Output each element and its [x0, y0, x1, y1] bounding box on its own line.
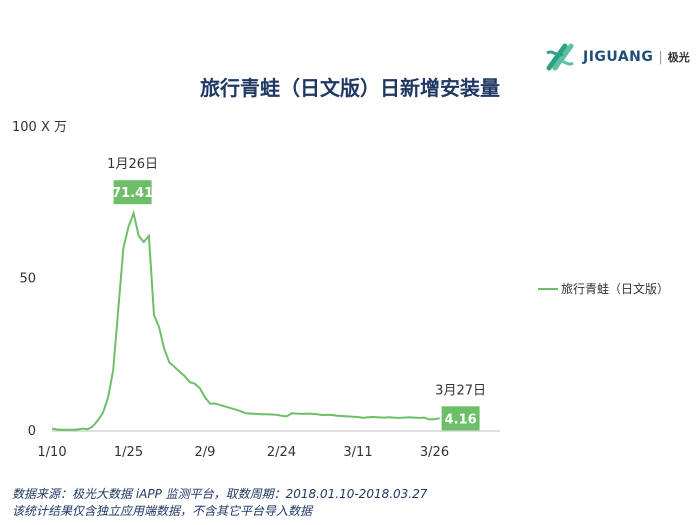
annotation-value-box	[441, 406, 480, 431]
source-note: 数据来源：极光大数据 iAPP 监测平台，取数周期：2018.01.10-201…	[12, 486, 427, 520]
x-tick-label: 3/11	[343, 445, 372, 460]
y-tick-label: 0	[28, 424, 36, 439]
x-tick-label: 1/25	[114, 445, 143, 460]
legend: 旅行青蛙（日文版）	[538, 280, 669, 297]
jiguang-logo-icon	[546, 43, 574, 71]
x-tick-label: 3/26	[420, 445, 449, 460]
chart-title: 旅行青蛙（日文版）日新增安装量	[200, 76, 500, 100]
annotation-value-label: 71.41	[112, 186, 153, 201]
brand-logo: JIGUANG | 极光	[543, 40, 690, 74]
y-tick-labels: 0 50	[19, 272, 36, 440]
y-tick-label: 50	[19, 272, 36, 287]
annotation-value-label: 4.16	[445, 412, 477, 427]
y-axis-unit: 100 X 万	[12, 120, 67, 135]
annotation-date-label: 1月26日	[107, 157, 158, 172]
annotation-value-box	[113, 180, 152, 205]
source-line-1: 数据来源：极光大数据 iAPP 监测平台，取数周期：2018.01.10-201…	[12, 487, 428, 501]
brand-name: JIGUANG	[583, 49, 654, 65]
source-line-2: 该统计结果仅含独立应用端数据，不含其它平台导入数据	[12, 504, 313, 518]
x-tick-label: 1/10	[37, 445, 66, 460]
series-line	[51, 209, 440, 431]
x-tick-labels: 1/10 1/25 2/9 2/24 3/11 3/26	[37, 445, 449, 460]
x-tick-label: 2/24	[267, 445, 296, 460]
chart-annotations: 1月26日 71.41 3月27日 4.16	[107, 157, 486, 431]
legend-label: 旅行青蛙（日文版）	[561, 282, 670, 296]
x-tick-label: 2/9	[195, 445, 216, 460]
legend-line-swatch	[538, 287, 558, 290]
annotation-date-label: 3月27日	[435, 383, 486, 398]
brand-separator: |	[658, 49, 663, 65]
brand-cn: 极光	[667, 51, 690, 64]
